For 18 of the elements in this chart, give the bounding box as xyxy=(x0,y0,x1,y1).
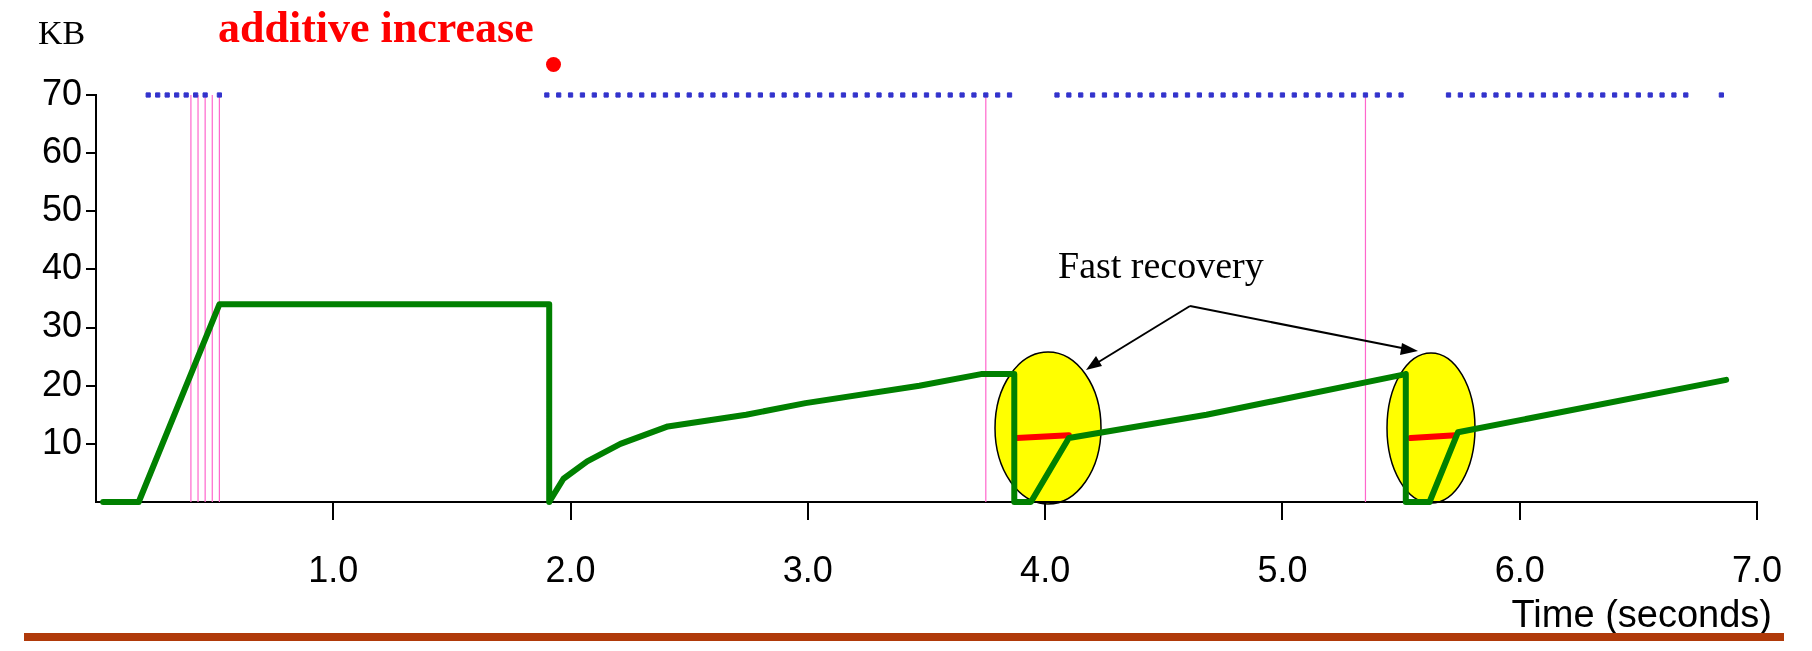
x-tick-label: 1.0 xyxy=(308,548,359,590)
y-tick-label: 40 xyxy=(41,246,82,288)
annotation: Fast recovery xyxy=(1058,244,1264,286)
x-tick-label: 6.0 xyxy=(1494,548,1545,590)
y-tick-label: 10 xyxy=(41,420,82,462)
x-tick-label: 4.0 xyxy=(1020,548,1071,590)
y-tick-label: 20 xyxy=(41,362,82,404)
x-tick-label: 2.0 xyxy=(545,548,596,590)
x-tick-label: 5.0 xyxy=(1257,548,1308,590)
x-axis-title: Time (seconds) xyxy=(1511,593,1772,635)
y-tick-label: 70 xyxy=(41,71,82,113)
x-tick-label: 3.0 xyxy=(782,548,833,590)
y-axis-title: KB xyxy=(38,14,86,51)
y-tick-label: 60 xyxy=(41,130,82,172)
y-tick-label: 50 xyxy=(41,188,82,230)
y-tick-label: 30 xyxy=(41,304,82,346)
x-tick-label: 7.0 xyxy=(1731,548,1782,590)
chart-title: additive increase xyxy=(218,3,534,52)
